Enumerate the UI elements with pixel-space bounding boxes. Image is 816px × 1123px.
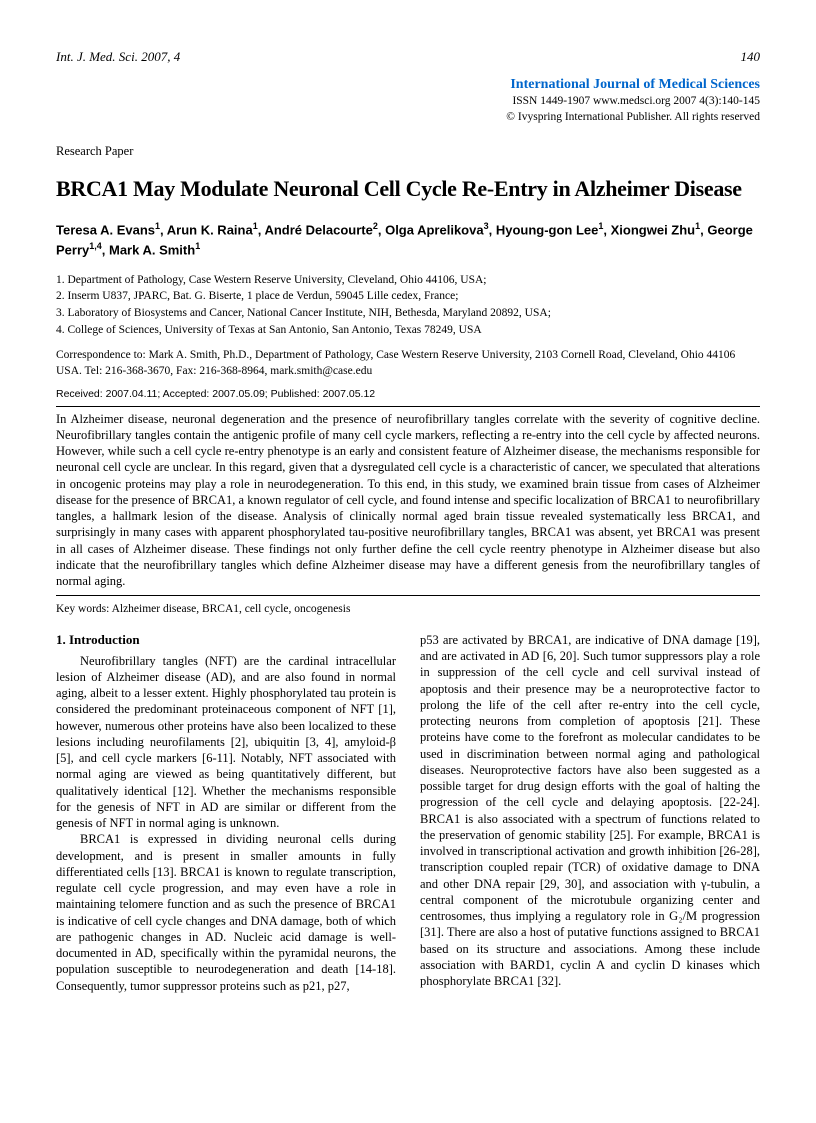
affiliation-2: 2. Inserm U837, JPARC, Bat. G. Biserte, …	[56, 288, 760, 305]
paragraph: Neurofibrillary tangles (NFT) are the ca…	[56, 653, 396, 832]
journal-issn: ISSN 1449-1907 www.medsci.org 2007 4(3):…	[56, 94, 760, 110]
section-heading-introduction: 1. Introduction	[56, 632, 396, 649]
abstract: In Alzheimer disease, neuronal degenerat…	[56, 406, 760, 597]
paragraph: BRCA1 is expressed in dividing neuronal …	[56, 831, 396, 994]
column-right: p53 are activated by BRCA1, are indicati…	[420, 632, 760, 994]
paragraph: p53 are activated by BRCA1, are indicati…	[420, 632, 760, 990]
authors: Teresa A. Evans1, Arun K. Raina1, André …	[56, 220, 760, 260]
keywords: Key words: Alzheimer disease, BRCA1, cel…	[56, 602, 760, 618]
article-title: BRCA1 May Modulate Neuronal Cell Cycle R…	[56, 174, 760, 204]
affiliation-3: 3. Laboratory of Biosystems and Cancer, …	[56, 305, 760, 322]
affiliation-1: 1. Department of Pathology, Case Western…	[56, 272, 760, 289]
correspondence: Correspondence to: Mark A. Smith, Ph.D.,…	[56, 348, 760, 379]
affiliations: 1. Department of Pathology, Case Western…	[56, 272, 760, 339]
page-number: 140	[741, 48, 761, 66]
column-left: 1. Introduction Neurofibrillary tangles …	[56, 632, 396, 994]
journal-copyright: © Ivyspring International Publisher. All…	[56, 110, 760, 126]
journal-name: International Journal of Medical Science…	[56, 76, 760, 95]
paper-type: Research Paper	[56, 143, 760, 160]
publication-dates: Received: 2007.04.11; Accepted: 2007.05.…	[56, 387, 760, 401]
running-title: Int. J. Med. Sci. 2007, 4	[56, 48, 180, 66]
affiliation-4: 4. College of Sciences, University of Te…	[56, 322, 760, 339]
